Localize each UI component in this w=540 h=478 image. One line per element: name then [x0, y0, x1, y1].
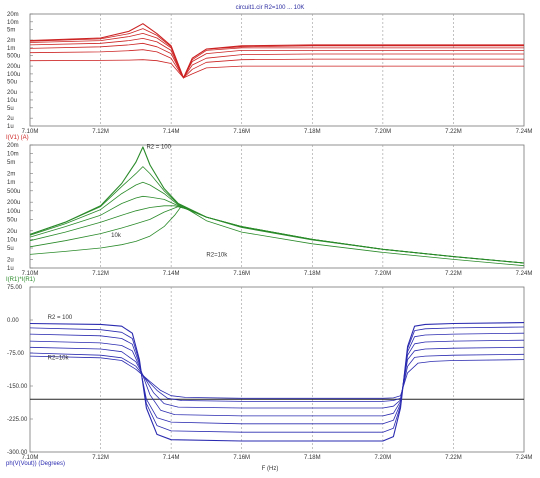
y-tick-label: 2u	[7, 116, 14, 122]
x-tick-label: 7.24M	[516, 129, 533, 135]
y-tick-label: 1m	[7, 46, 15, 52]
series-line	[29, 205, 525, 267]
x-tick-label: 7.16M	[233, 271, 250, 277]
y-tick-label: 200u	[7, 64, 20, 70]
y-tick-label: -225.00	[7, 417, 28, 423]
y-tick-label: 500u	[7, 54, 20, 60]
series-line	[29, 195, 525, 264]
series-line	[29, 59, 524, 79]
y-tick-label: 50u	[7, 217, 17, 223]
series-line	[29, 33, 524, 79]
y-tick-label: 1u	[7, 124, 14, 130]
y-tick-label: 10u	[7, 237, 17, 243]
plot-frame	[29, 286, 525, 453]
x-tick-label: 7.10M	[22, 271, 39, 277]
y-tick-label: 100u	[7, 72, 20, 78]
y-tick-label: 5m	[7, 160, 15, 166]
x-tick-label: 7.22M	[445, 129, 462, 135]
y-tick-label: 1u	[7, 266, 14, 272]
y-tick-label: -300.00	[7, 450, 28, 456]
x-tick-label: 7.14M	[163, 129, 180, 135]
series-annotation: R2 = 100	[146, 145, 171, 151]
x-tick-label: 7.18M	[304, 129, 321, 135]
series-annotation: 10k	[111, 233, 122, 239]
y-tick-label: -75.00	[7, 351, 25, 357]
y-axis-label: ph(V(Vout)) (Degrees)	[6, 461, 65, 467]
series-line	[29, 326, 525, 433]
y-tick-label: 20m	[7, 12, 19, 18]
y-axis-label: I(R1)*I(R1)	[6, 277, 35, 283]
power-panel: 7.10M 7.12M 7.14M 7.16M 7.18M 7.20M 7.22M 7.24M…	[6, 143, 532, 283]
y-tick-label: 5m	[7, 28, 15, 34]
series-line	[29, 355, 525, 399]
x-tick-label: 7.10M	[22, 129, 39, 135]
y-tick-label: 20u	[7, 90, 17, 96]
series-annotation: R2 = 100	[48, 315, 73, 321]
x-tick-label: 7.24M	[516, 455, 533, 461]
y-tick-label: 20m	[7, 143, 19, 149]
series-line	[29, 352, 525, 402]
x-tick-label: 7.16M	[233, 455, 250, 461]
y-tick-label: 200u	[7, 200, 20, 206]
x-tick-label: 7.12M	[92, 129, 109, 135]
x-axis-label: F (Hz)	[262, 466, 279, 472]
x-tick-label: 7.12M	[92, 455, 109, 461]
series-line	[29, 166, 525, 264]
x-tick-label: 7.16M	[233, 129, 250, 135]
y-tick-label: 10m	[7, 152, 19, 158]
current-panel: 7.10M 7.12M 7.14M 7.16M 7.18M 7.20M 7.22M 7.24M…	[6, 12, 532, 141]
series-line	[29, 346, 525, 409]
series-line	[29, 38, 524, 79]
y-tick-label: 2m	[7, 38, 15, 44]
plot-title: circuit1.cir R2=100 ... 10K	[236, 5, 305, 11]
y-tick-label: 50u	[7, 80, 17, 86]
series-line	[29, 206, 525, 264]
x-tick-label: 7.14M	[163, 455, 180, 461]
y-tick-label: 10m	[7, 20, 19, 26]
x-tick-label: 7.12M	[92, 271, 109, 277]
x-tick-label: 7.20M	[375, 455, 392, 461]
series-line	[29, 339, 525, 417]
plot-frame	[29, 13, 525, 127]
x-tick-label: 7.22M	[445, 455, 462, 461]
y-tick-label: 2m	[7, 172, 15, 178]
series-line	[29, 28, 524, 79]
x-tick-label: 7.22M	[445, 271, 462, 277]
y-tick-label: -150.00	[7, 384, 28, 390]
y-tick-label: 75.00	[7, 285, 23, 291]
y-tick-label: 20u	[7, 229, 17, 235]
series-annotation: R2=10k	[206, 253, 228, 259]
series-line	[29, 322, 525, 442]
series-line	[29, 205, 525, 264]
x-tick-label: 7.20M	[375, 129, 392, 135]
y-axis-label: I(V1) (A)	[6, 135, 29, 141]
y-tick-label: 100u	[7, 209, 20, 215]
y-tick-label: 1m	[7, 180, 15, 186]
series-line	[29, 332, 525, 425]
y-tick-label: 10u	[7, 98, 17, 104]
x-tick-label: 7.18M	[304, 271, 321, 277]
x-tick-label: 7.20M	[375, 271, 392, 277]
phase-panel: 7.10M 7.12M 7.14M 7.16M 7.18M 7.20M 7.22M 7.24M…	[6, 285, 532, 467]
series-line	[29, 146, 525, 264]
series-line	[29, 181, 525, 264]
y-tick-label: 500u	[7, 189, 20, 195]
y-tick-label: 5u	[7, 246, 14, 252]
x-tick-label: 7.24M	[516, 271, 533, 277]
y-tick-label: 5u	[7, 106, 14, 112]
series-annotation: R2=10k	[48, 356, 70, 362]
y-tick-label: 2u	[7, 257, 14, 263]
x-tick-label: 7.18M	[304, 455, 321, 461]
x-tick-label: 7.14M	[163, 271, 180, 277]
plot-frame	[29, 144, 525, 269]
x-tick-label: 7.10M	[22, 455, 39, 461]
y-tick-label: 0.00	[7, 318, 19, 324]
